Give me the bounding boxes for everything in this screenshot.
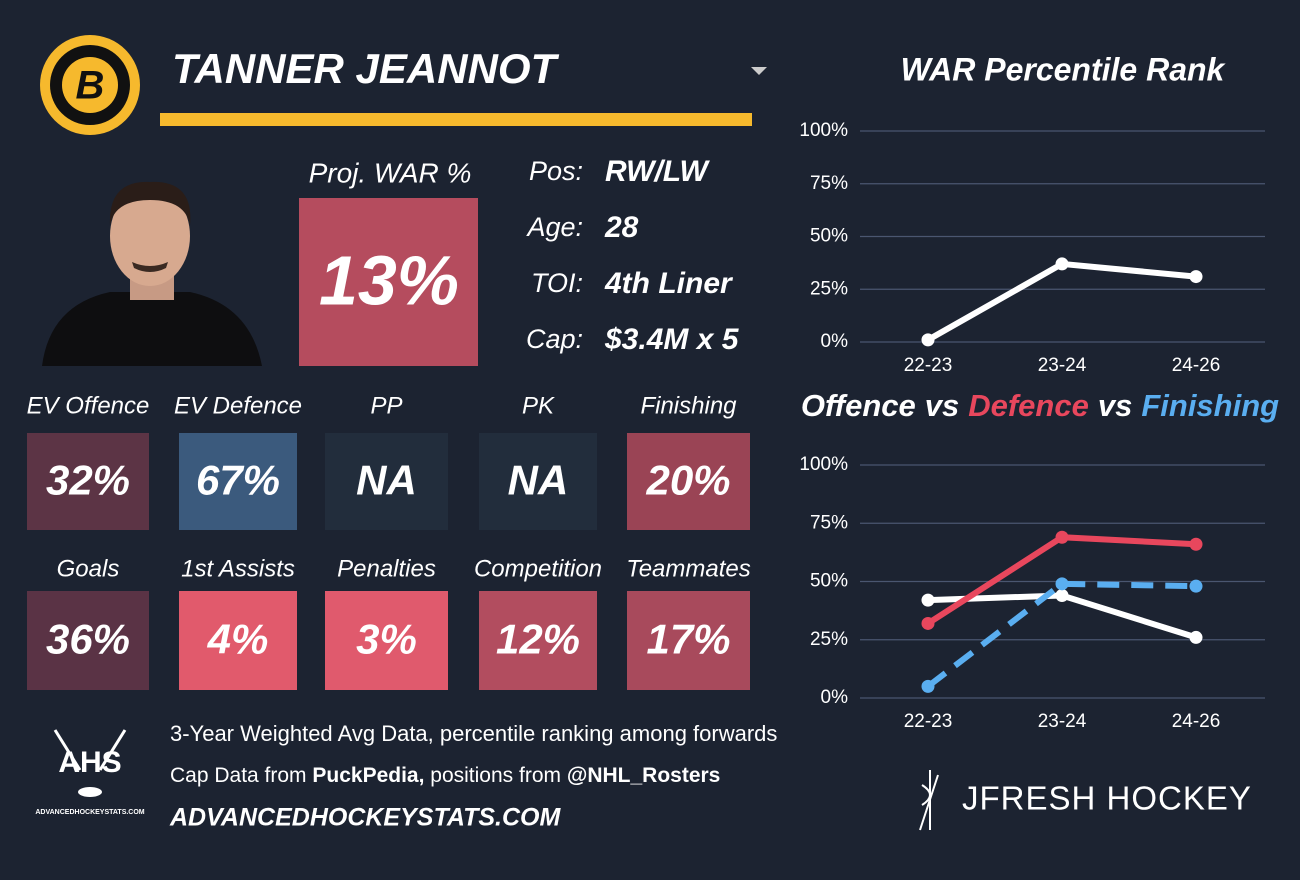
footer-credits: Cap Data from PuckPedia, positions from …: [170, 764, 720, 787]
point: [1189, 270, 1203, 284]
detail-value: RW/LW: [605, 155, 710, 188]
title-series: Offence: [801, 388, 916, 423]
card-box: [27, 433, 149, 530]
point: [921, 679, 935, 693]
card-label: Competition: [474, 555, 602, 582]
ahs-logo: AHS ADVANCEDHOCKEYSTATS.COM: [35, 729, 145, 816]
y-tick-label: 25%: [810, 629, 848, 650]
logo-caption: ADVANCEDHOCKEYSTATS.COM: [35, 809, 144, 816]
point: [1055, 257, 1069, 271]
card-value: 12%: [496, 616, 580, 663]
series-line: [926, 580, 1197, 689]
card-value: 32%: [46, 457, 130, 504]
card-box: [627, 433, 750, 530]
point: [921, 616, 935, 630]
credit-part: positions from: [424, 764, 566, 787]
card-box: [627, 591, 750, 690]
card-label: PK: [522, 392, 555, 419]
card-value: 20%: [645, 457, 730, 504]
projection-box: [299, 198, 478, 366]
x-tick-label: 24-26: [1172, 711, 1221, 732]
title-series: Defence: [968, 388, 1089, 423]
team-logo: B: [40, 35, 140, 135]
card-box: [325, 433, 448, 530]
title-series: Finishing: [1141, 388, 1279, 423]
point: [1189, 630, 1203, 644]
card-box: [27, 591, 149, 690]
y-tick-label: 25%: [810, 278, 848, 299]
title-connector: vs: [1098, 388, 1132, 423]
card-value: 17%: [646, 616, 730, 663]
card-box: [479, 433, 597, 530]
x-tick-label: 23-24: [1038, 355, 1087, 376]
point: [1055, 577, 1069, 591]
detail-label: Age:: [525, 212, 583, 242]
player-name: TANNER JEANNOT: [172, 45, 560, 92]
x-tick-label: 24-26: [1172, 355, 1221, 376]
card-value: 4%: [207, 616, 269, 663]
website: ADVANCEDHOCKEYSTATS.COM: [169, 804, 561, 832]
card-box: [325, 591, 448, 690]
card-label: EV Defence: [174, 392, 302, 419]
logo-text: AHS: [58, 746, 121, 779]
card-box: [179, 433, 297, 530]
card-label: Penalties: [337, 555, 436, 582]
brand: JFRESH HOCKEY: [962, 780, 1252, 817]
footer-note: 3-Year Weighted Avg Data, percentile ran…: [170, 721, 777, 746]
point: [921, 593, 935, 607]
name-underline: [160, 113, 752, 126]
y-tick-label: 75%: [810, 512, 848, 533]
credit-part: Cap Data from: [170, 764, 312, 787]
x-tick-label: 22-23: [904, 355, 953, 376]
player-photo: [42, 181, 262, 366]
chart-title: WAR Percentile Rank: [901, 51, 1227, 87]
detail-value: 28: [604, 211, 639, 244]
detail-value: $3.4M x 5: [604, 323, 740, 356]
detail-value: 4th Liner: [604, 267, 734, 300]
card-value: NA: [356, 457, 417, 504]
x-tick-label: 23-24: [1038, 711, 1087, 732]
point: [921, 333, 935, 347]
card-box: [479, 591, 597, 690]
detail-label: TOI:: [531, 268, 583, 298]
card-value: NA: [508, 457, 569, 504]
point: [1189, 537, 1203, 551]
credit-part: PuckPedia,: [312, 764, 424, 787]
y-tick-label: 75%: [810, 173, 848, 194]
point: [1055, 588, 1069, 602]
y-tick-label: 100%: [799, 120, 848, 141]
dropdown-toggle[interactable]: [751, 67, 767, 75]
card-value: 36%: [46, 616, 130, 663]
card-label: PP: [370, 392, 402, 419]
card-value: 67%: [196, 457, 280, 504]
card-value: 3%: [356, 616, 417, 663]
y-tick-label: 0%: [821, 687, 849, 708]
y-tick-label: 50%: [810, 226, 848, 247]
credit-part: @NHL_Rosters: [567, 764, 721, 787]
card-box: [179, 591, 297, 690]
logo-letter: B: [76, 64, 105, 108]
card-label: EV Offence: [27, 392, 150, 419]
projection-value: 13%: [319, 241, 459, 319]
card-label: Finishing: [640, 392, 737, 419]
brand-logo: [919, 770, 939, 831]
detail-label: Cap:: [526, 324, 583, 354]
chart-title: Offence vs Defence vs Finishing: [801, 388, 1279, 423]
projection-label: Proj. WAR %: [309, 157, 472, 188]
point: [1189, 579, 1203, 593]
y-tick-label: 100%: [799, 454, 848, 475]
card-label: 1st Assists: [181, 555, 295, 582]
y-tick-label: 0%: [821, 331, 849, 352]
title-connector: vs: [925, 388, 959, 423]
card-label: Goals: [57, 555, 120, 582]
detail-label: Pos:: [529, 156, 583, 186]
point: [1055, 530, 1069, 544]
x-tick-label: 22-23: [904, 711, 953, 732]
y-tick-label: 50%: [810, 571, 848, 592]
card-label: Teammates: [626, 555, 751, 582]
